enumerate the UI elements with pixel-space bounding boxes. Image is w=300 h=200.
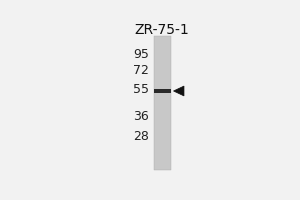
Bar (154, 89, 171, 93)
Text: 72: 72 (133, 64, 149, 77)
Text: ZR-75-1: ZR-75-1 (134, 23, 189, 37)
Text: 28: 28 (133, 130, 149, 143)
Bar (154, 36, 171, 170)
Text: 95: 95 (133, 48, 149, 61)
Text: 36: 36 (133, 110, 149, 123)
Text: 55: 55 (133, 83, 149, 96)
Polygon shape (173, 86, 184, 96)
